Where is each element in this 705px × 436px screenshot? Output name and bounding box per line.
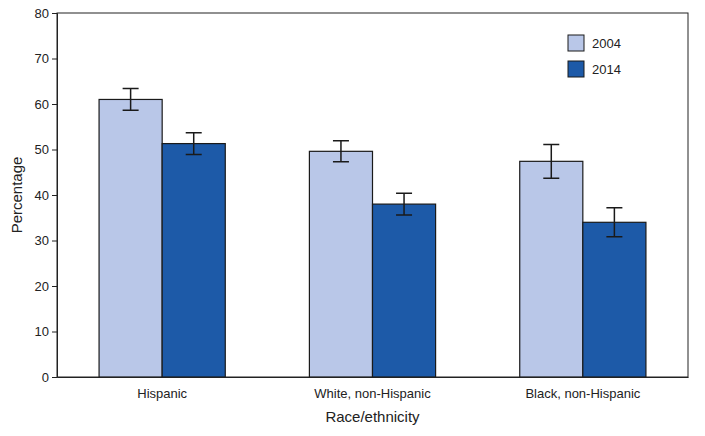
bar [309,151,372,377]
axis-line [58,377,689,378]
tick-mark [52,13,57,14]
error-bar [396,193,412,215]
tick-mark [52,286,57,287]
tick: 40 [35,188,57,203]
legend-swatch [568,61,584,77]
bar [520,161,583,377]
tick: 20 [35,279,57,294]
tick-label: 70 [35,51,49,66]
tick: Hispanic [137,386,187,401]
tick-mark [52,332,57,333]
tick-mark [52,104,57,105]
axis-line [52,14,58,378]
tick-label: 0 [42,370,49,385]
tick-mark [52,377,57,378]
bar [162,144,225,377]
chart: 0 10 20 30 40 50 60 70 80 Hispanic White, non-Hisp… [0,0,705,436]
legend-label: 2014 [592,62,621,77]
error-bar [186,133,202,155]
tick: 60 [35,97,57,112]
legend-label: 2004 [592,36,621,51]
tick-label: 30 [35,233,49,248]
tick-label: White, non-Hispanic [314,386,431,401]
y-axis-title: Percentage [8,157,25,234]
x-axis: Hispanic White, non-Hispanic Black, non-Hi… [58,378,689,402]
tick: 50 [35,142,57,157]
marks [99,89,646,377]
tick: White, non-Hispanic [314,386,431,401]
tick-label: 60 [35,97,49,112]
tick-label: 50 [35,142,49,157]
bar [583,222,646,377]
tick-label: 80 [35,6,49,21]
tick-mark [52,241,57,242]
error-bar [123,89,139,111]
legend: 2004 2014 [568,35,621,77]
tick: Black, non-Hispanic [525,386,640,401]
series [162,133,646,377]
tick-mark [52,150,57,151]
tick-label: Hispanic [137,386,187,401]
plot-frame [57,13,688,377]
tick-label: 10 [35,324,49,339]
tick: 10 [35,324,57,339]
tick-label: Black, non-Hispanic [525,386,640,401]
tick: 80 [35,6,57,21]
tick-label: 20 [35,279,49,294]
tick-mark [52,59,57,60]
error-bar [543,144,559,178]
tick: 70 [35,51,57,66]
tick-label: 40 [35,188,49,203]
error-bar [333,141,349,162]
bar [99,99,162,377]
plot: 0 10 20 30 40 50 60 70 80 Hispanic White, non-Hisp… [35,6,689,402]
tick: 0 [42,370,57,385]
tick-mark [52,195,57,196]
bar [373,204,436,377]
series [99,89,583,377]
x-axis-title: Race/ethnicity [325,408,420,425]
legend-entry: 2004 [568,35,621,51]
legend-swatch [568,35,584,51]
y-axis: 0 10 20 30 40 50 60 70 80 [35,6,58,385]
tick: 30 [35,233,57,248]
legend-entry: 2014 [568,61,621,77]
error-bar [606,208,622,237]
